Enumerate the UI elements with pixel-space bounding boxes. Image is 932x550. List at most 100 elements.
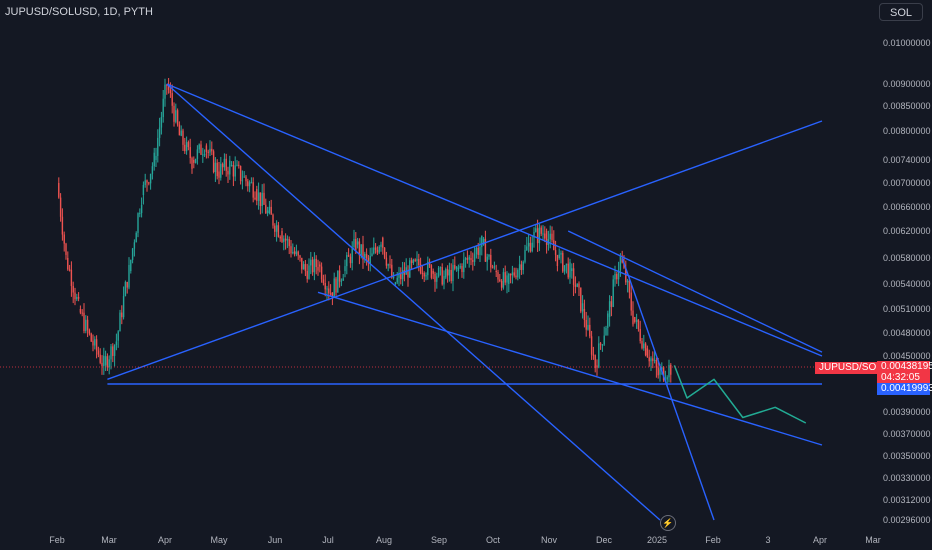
candle-body xyxy=(347,255,350,257)
candle-body xyxy=(473,254,476,262)
candle-body xyxy=(290,246,292,254)
trendline[interactable] xyxy=(107,120,823,380)
candle-body xyxy=(198,144,200,150)
y-tick-label: 0.00900000 xyxy=(883,79,931,89)
candle-body xyxy=(610,301,613,307)
candle-body xyxy=(149,173,152,184)
candle-body xyxy=(434,273,436,282)
candle-body xyxy=(443,276,445,285)
x-tick-label: Feb xyxy=(705,535,721,545)
x-tick-label: Mar xyxy=(101,535,117,545)
candle-body xyxy=(599,343,602,345)
candle-body xyxy=(140,205,143,214)
y-tick-label: 0.01000000 xyxy=(883,38,931,48)
y-tick-label: 0.00620000 xyxy=(883,226,931,236)
chart-title: JUPUSD/SOLUSD, 1D, PYTH xyxy=(5,6,153,18)
candle-body xyxy=(272,214,274,226)
candle-body xyxy=(184,144,186,152)
candle-body xyxy=(317,267,319,271)
x-tick-label: Jun xyxy=(268,535,283,545)
candle-body xyxy=(356,241,359,245)
x-tick-label: 3 xyxy=(765,535,770,545)
lightning-icon[interactable]: ⚡ xyxy=(660,515,676,531)
candle-body xyxy=(536,228,539,244)
candle-body xyxy=(101,362,103,367)
x-tick-label: Jul xyxy=(322,535,334,545)
candle-body xyxy=(304,264,307,272)
candle-body xyxy=(122,295,125,318)
candle-body xyxy=(466,258,469,260)
candle-body xyxy=(394,282,397,284)
candle-body xyxy=(648,357,650,362)
candle-body xyxy=(351,247,353,264)
y-tick-label: 0.00296000 xyxy=(883,515,931,525)
candle-body xyxy=(281,231,283,242)
candle-body xyxy=(308,265,310,279)
candle-body xyxy=(463,259,465,273)
trendline[interactable] xyxy=(317,291,823,446)
candle-body xyxy=(212,151,215,173)
x-tick-label: Mar xyxy=(865,535,881,545)
candle-body xyxy=(409,260,411,278)
candle-body xyxy=(398,273,400,278)
projection-path[interactable] xyxy=(673,365,807,424)
candle-body xyxy=(374,247,377,250)
candle-body xyxy=(457,267,460,271)
trendline[interactable] xyxy=(567,230,823,353)
candle-body xyxy=(133,242,136,249)
candle-body xyxy=(144,180,146,185)
candle-body xyxy=(482,238,485,245)
candle-body xyxy=(619,255,622,270)
candle-body xyxy=(342,278,344,281)
trendline[interactable] xyxy=(621,257,715,521)
trendline[interactable] xyxy=(166,83,661,521)
candle-body xyxy=(524,250,526,262)
candle-body xyxy=(284,238,287,241)
candle-body xyxy=(230,165,233,167)
candle-body xyxy=(479,247,481,255)
candle-body xyxy=(567,263,569,278)
candle-body xyxy=(193,160,195,163)
candle-body xyxy=(205,145,208,152)
candle-body xyxy=(227,170,229,175)
candle-body xyxy=(522,261,524,270)
candle-body xyxy=(104,356,107,366)
candle-body xyxy=(459,266,461,268)
candle-body xyxy=(106,356,109,368)
candle-body xyxy=(211,148,213,152)
trendline[interactable] xyxy=(166,83,823,357)
candle-body xyxy=(182,130,184,145)
y-tick-label: 0.00450000 xyxy=(883,351,931,361)
candle-body xyxy=(545,231,548,245)
candle-body xyxy=(641,341,643,349)
candle-body xyxy=(652,358,654,361)
candle-body xyxy=(589,324,591,337)
candle-body xyxy=(639,328,641,342)
candle-body xyxy=(85,319,87,332)
candle-body xyxy=(218,171,220,178)
candle-body xyxy=(256,189,258,201)
symbol-button[interactable]: SOL xyxy=(879,3,923,21)
y-tick-label: 0.00510000 xyxy=(883,304,931,314)
candle-body xyxy=(265,204,267,214)
candle-body xyxy=(391,264,393,278)
candle-body xyxy=(475,247,478,255)
candle-body xyxy=(605,327,607,336)
candle-body xyxy=(274,225,276,232)
candle-body xyxy=(468,256,470,260)
candle-body xyxy=(63,234,65,244)
x-tick-label: Sep xyxy=(431,535,447,545)
y-tick-label: 0.00480000 xyxy=(883,328,931,338)
candle-body xyxy=(414,259,416,261)
candle-body xyxy=(158,127,161,138)
candle-body xyxy=(529,242,532,252)
candle-body xyxy=(484,238,487,262)
candle-body xyxy=(445,269,447,278)
candle-body xyxy=(232,165,235,177)
candle-body xyxy=(601,344,604,346)
candle-body xyxy=(578,283,580,288)
candle-body xyxy=(160,117,163,128)
candle-body xyxy=(556,254,559,267)
y-tick-label: 0.00370000 xyxy=(883,429,931,439)
